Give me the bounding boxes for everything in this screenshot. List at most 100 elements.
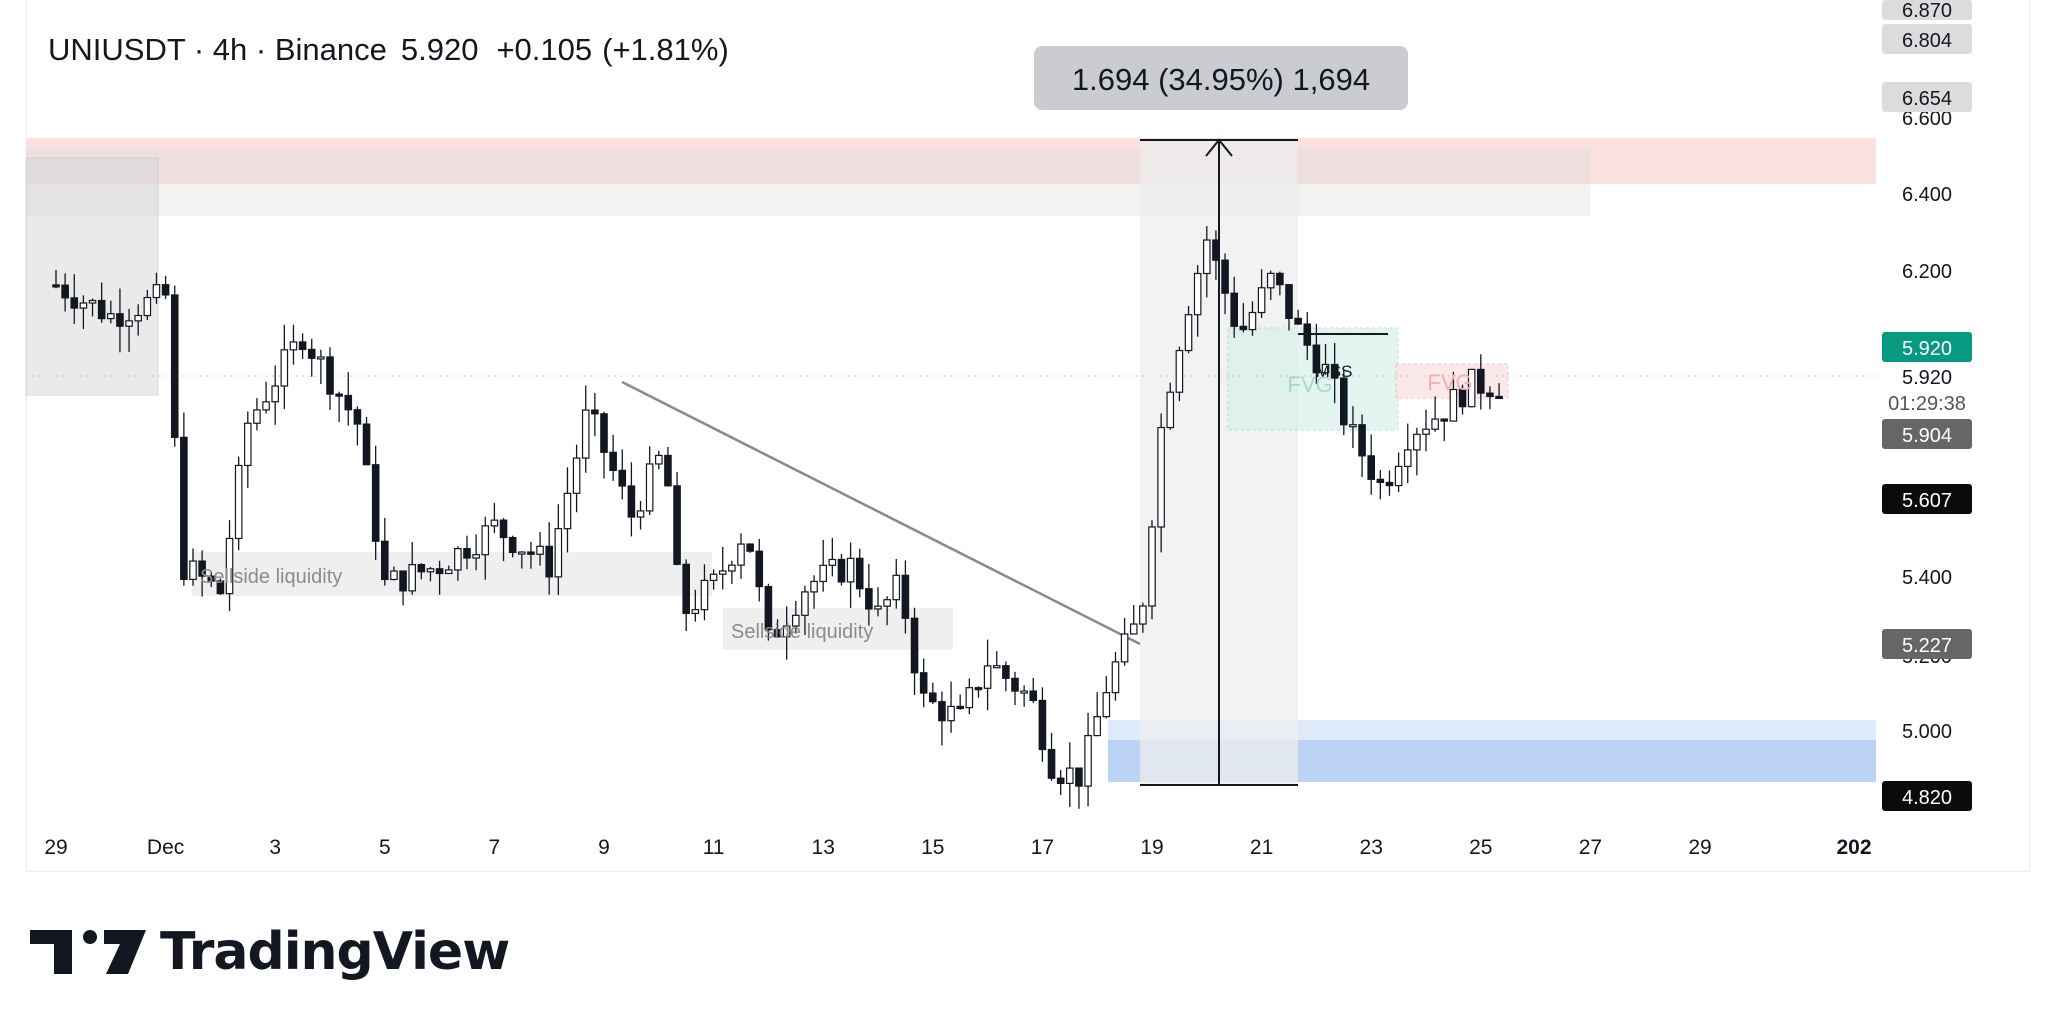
candle-body: [298, 341, 307, 351]
candle-body: [673, 485, 681, 565]
candle-body: [1266, 272, 1275, 289]
chart-frame: [26, 0, 2030, 872]
descending-trendline: [621, 380, 1141, 646]
candle-body: [527, 551, 535, 555]
candle-body: [417, 564, 426, 573]
symbol-header: UNIUSDT · 4h · Binance 5.920 +0.105 (+1.81%…: [48, 32, 729, 67]
sellside-liquidity-label-1: Sellside liquidity: [200, 566, 342, 588]
candle-body: [600, 413, 608, 453]
axis-badge-4820: [1882, 781, 1972, 811]
axis-label-6870: 6.870: [1902, 0, 1952, 22]
candle-body: [627, 485, 636, 518]
axis-label-4820: 4.820: [1902, 787, 1952, 809]
candle-body: [225, 537, 234, 595]
candle-body: [317, 356, 325, 360]
last-price-badge-label: 5.920: [1902, 338, 1952, 360]
candle-body: [928, 692, 937, 703]
candle-body: [1020, 690, 1028, 694]
candle-body: [326, 356, 334, 395]
candle-body: [1075, 767, 1083, 787]
candle-body: [143, 296, 152, 317]
candle-body: [618, 469, 627, 487]
axis-label-6654: 6.654: [1902, 88, 1952, 110]
x-tick-label: 17: [1031, 836, 1054, 859]
x-tick-label: 27: [1579, 836, 1602, 859]
candle-body: [764, 585, 773, 631]
candle-body: [207, 575, 216, 582]
price-chart[interactable]: 1.694 (34.95%) 1,694 Sellside liquidity …: [0, 0, 2048, 880]
candle-body: [1221, 259, 1229, 294]
candlestick-series: [52, 226, 1503, 809]
measure-arrow-head: [1205, 138, 1233, 157]
candle-body: [472, 554, 480, 559]
candle-body: [910, 617, 919, 674]
candle-body: [1239, 325, 1248, 331]
price-axis[interactable]: 6.870 6.804 6.600 6.654 6.400 6.200 5.92…: [1882, 0, 1972, 811]
candle-body: [508, 536, 517, 554]
candle-body: [1486, 392, 1494, 398]
candle-body: [106, 313, 115, 320]
axis-badge-6870: [1882, 0, 1972, 20]
x-tick-label: 11: [703, 836, 725, 859]
candle-body: [234, 464, 243, 540]
tradingview-logo[interactable]: TradingView: [30, 922, 510, 982]
candle-body: [773, 629, 782, 638]
candle-body: [791, 614, 800, 627]
axis-label-6804: 6.804: [1902, 30, 1952, 52]
candle-body: [353, 409, 362, 425]
candle-body: [1148, 526, 1156, 607]
axis-badge-5607: [1882, 484, 1972, 514]
candle-body: [901, 574, 910, 619]
candle-body: [216, 580, 225, 595]
candle-body: [728, 564, 736, 572]
candle-body: [161, 284, 170, 296]
candle-body: [61, 284, 69, 299]
measure-label: 1.694 (34.95%) 1,694: [1072, 62, 1370, 97]
candle-body: [1202, 239, 1211, 275]
candle-body: [992, 665, 1001, 669]
x-tick-label: 3: [269, 836, 281, 859]
x-tick-label: 29: [1688, 836, 1711, 859]
candle-body: [1212, 239, 1220, 261]
candle-body: [581, 409, 590, 459]
axis-label-5227: 5.227: [1902, 635, 1952, 657]
candle-body: [1285, 284, 1293, 320]
candle-body: [1495, 395, 1503, 400]
tradingview-wordmark: TradingView: [160, 922, 510, 982]
candle-body: [1339, 377, 1348, 426]
candle-body: [636, 510, 645, 518]
candle-body: [189, 560, 197, 580]
candle-body: [1467, 368, 1476, 408]
candle-body: [1047, 748, 1056, 779]
candle-body: [1084, 734, 1092, 787]
time-axis[interactable]: 29 Dec 3 5 7 9 11 13 15 17 19 21 23 25 27 29 202: [44, 836, 1871, 859]
candle-body: [1294, 317, 1302, 325]
candle-body: [1166, 391, 1175, 429]
tradingview-icon: [30, 930, 146, 974]
axis-label-5000: 5.000: [1902, 721, 1952, 743]
candle-body: [463, 547, 471, 559]
candle-body: [1257, 287, 1266, 314]
candle-body: [819, 564, 828, 583]
candle-body: [426, 568, 435, 573]
candle-body: [1385, 481, 1394, 487]
candle-body: [1248, 311, 1257, 331]
axis-label-6600: 6.600: [1902, 108, 1952, 130]
candle-body: [79, 302, 88, 309]
candle-body: [883, 599, 891, 607]
candle-body: [1193, 272, 1202, 316]
x-tick-label: 5: [379, 836, 391, 859]
candle-body: [444, 569, 453, 575]
candle-body: [1403, 449, 1412, 468]
axis-label-5904: 5.904: [1902, 425, 1952, 447]
x-tick-label: 25: [1469, 836, 1492, 859]
candle-body: [828, 558, 837, 566]
candle-body: [116, 313, 124, 327]
candle-body: [88, 299, 97, 304]
candle-body: [801, 591, 809, 616]
candle-body: [563, 492, 572, 530]
candle-body: [390, 570, 398, 581]
fvg-bearish-label: FVG: [1427, 370, 1472, 395]
candle-body: [947, 705, 955, 722]
